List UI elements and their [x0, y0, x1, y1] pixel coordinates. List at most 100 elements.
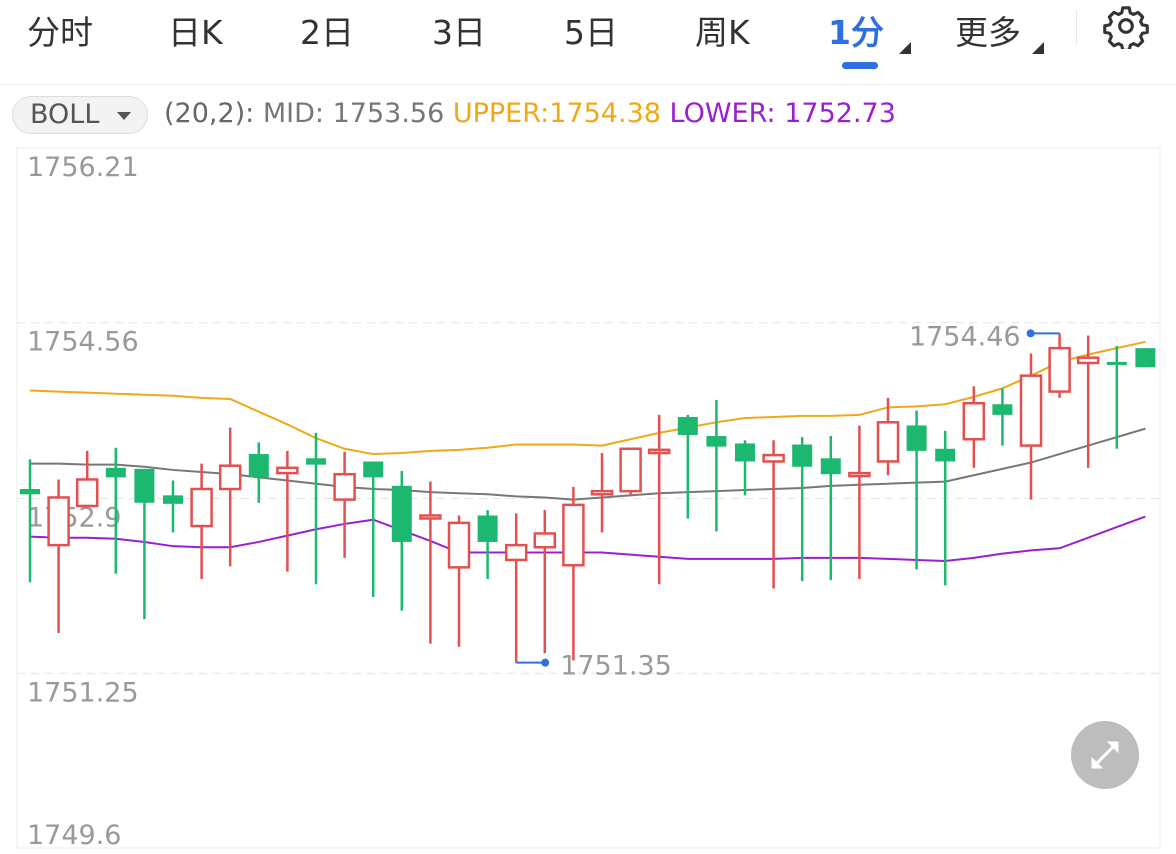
candle-body — [163, 495, 183, 504]
candle-up — [962, 386, 986, 468]
low-price-label: 1751.35 — [560, 651, 672, 682]
y-tick-label: 1754.56 — [27, 327, 139, 358]
candle-body — [419, 514, 442, 520]
candle-body — [762, 453, 785, 463]
candle-up — [762, 440, 785, 589]
candle-body — [477, 515, 498, 542]
candle-down — [363, 461, 384, 598]
candle-up — [1019, 353, 1043, 500]
caret-down-icon — [117, 112, 131, 120]
candle-body — [75, 478, 99, 508]
candle-body — [735, 443, 755, 462]
candle-down — [706, 400, 727, 532]
candle-down — [992, 388, 1013, 446]
boll-mid-line — [30, 427, 1146, 501]
candle-down — [1106, 346, 1127, 449]
candle-body — [276, 466, 299, 475]
candle-body — [533, 532, 557, 549]
y-axis-labels: 1756.21 1754.56 1752.9 1751.25 1749.6 — [27, 152, 139, 851]
y-tick-label: 1752.9 — [27, 503, 121, 534]
divider — [1076, 10, 1077, 44]
candle-body — [504, 543, 528, 562]
candle-up — [333, 451, 356, 558]
period-tabs: 分时 日K 2日 3日 5日 周K 1分 更多 — [0, 0, 1176, 85]
candle-up — [562, 486, 585, 661]
tab-5-day[interactable]: 5日 — [564, 13, 618, 52]
candle-body — [962, 401, 986, 441]
candle-down — [134, 468, 155, 620]
candle-body — [706, 436, 727, 447]
candle-body — [447, 521, 471, 569]
candle-body — [248, 454, 269, 478]
candles — [20, 333, 1156, 663]
indicator-bar: BOLL (20,2): MID: 1753.56 UPPER:1754.38 … — [0, 94, 1176, 138]
tab-weekly-k[interactable]: 周K — [695, 13, 750, 52]
tab-more[interactable]: 更多 — [955, 13, 1021, 52]
fullscreen-button[interactable] — [1071, 721, 1139, 789]
indicator-values: (20,2): MID: 1753.56 UPPER:1754.38 LOWER… — [164, 98, 896, 129]
candle-body — [562, 503, 585, 567]
candle-body — [20, 488, 40, 495]
candle-body — [363, 461, 384, 478]
candle-down — [20, 459, 40, 583]
indicator-selector[interactable]: BOLL — [12, 96, 148, 134]
candle-down — [677, 414, 698, 519]
candle-body — [1076, 356, 1100, 365]
candle-up — [876, 397, 900, 476]
y-tick-label: 1749.6 — [27, 820, 121, 851]
candle-body — [906, 425, 927, 451]
candle-body — [677, 416, 698, 435]
high-low-markers: 1754.46 1751.35 — [516, 321, 1060, 682]
chart-grid — [16, 147, 1161, 849]
boll-params: (20,2): — [164, 98, 255, 129]
candle-up — [590, 452, 614, 533]
candle-up — [533, 510, 557, 654]
tab-3-day[interactable]: 3日 — [432, 13, 486, 52]
candle-body — [992, 404, 1013, 415]
gear-icon[interactable] — [1103, 3, 1149, 49]
candle-down — [735, 440, 755, 496]
candle-body — [1048, 346, 1071, 393]
tab-intraday[interactable]: 分时 — [27, 13, 93, 52]
candle-body — [820, 458, 841, 475]
candle-up — [848, 425, 871, 580]
candle-body — [47, 496, 70, 547]
candle-up — [1076, 335, 1100, 468]
candle-up — [276, 450, 299, 572]
dropdown-triangle-icon — [899, 42, 911, 54]
candle-body — [190, 487, 213, 528]
y-tick-label: 1756.21 — [27, 152, 139, 183]
tab-2-day[interactable]: 2日 — [300, 13, 354, 52]
candle-body — [792, 444, 813, 467]
boll-lower: LOWER: 1752.73 — [669, 98, 896, 129]
candle-down — [906, 410, 927, 570]
candle-body — [1019, 374, 1043, 447]
candle-up — [1048, 333, 1071, 398]
candle-down — [306, 432, 326, 585]
active-tab-indicator — [842, 62, 878, 69]
high-marker-dot — [1026, 329, 1035, 338]
indicator-selector-label: BOLL — [30, 99, 100, 130]
candle-body — [935, 448, 956, 462]
candle-up — [447, 515, 471, 647]
tab-daily-k[interactable]: 日K — [168, 13, 223, 52]
candle-body — [590, 489, 614, 496]
candle-down — [105, 447, 126, 574]
candle-body — [619, 447, 642, 493]
candle-body — [134, 468, 155, 503]
candle-up — [504, 513, 528, 663]
tab-1-minute[interactable]: 1分 — [828, 13, 884, 52]
candle-down — [163, 480, 183, 533]
candle-body — [218, 464, 242, 491]
candle-down — [248, 442, 269, 503]
candle-up — [190, 463, 213, 580]
candle-body — [647, 448, 671, 455]
candle-down — [820, 436, 841, 581]
low-marker-dot — [541, 658, 550, 667]
candle-body — [306, 458, 326, 465]
candle-down — [391, 470, 412, 611]
candle-up — [619, 447, 642, 496]
candle-down — [1135, 348, 1156, 368]
candle-up — [218, 427, 242, 567]
